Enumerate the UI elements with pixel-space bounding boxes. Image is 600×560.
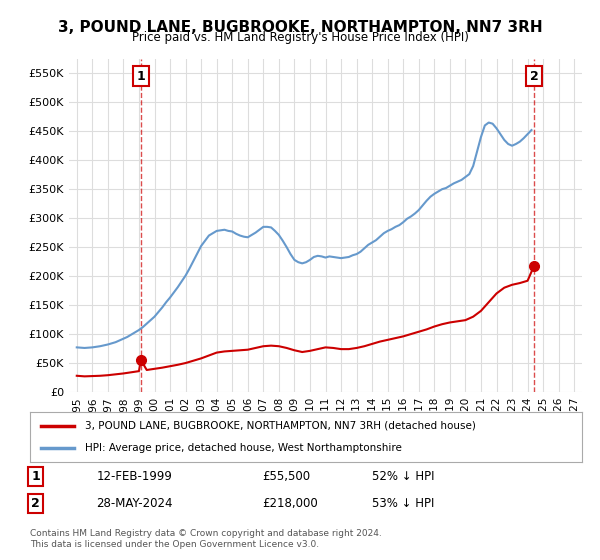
Text: Price paid vs. HM Land Registry's House Price Index (HPI): Price paid vs. HM Land Registry's House … bbox=[131, 31, 469, 44]
Text: 53% ↓ HPI: 53% ↓ HPI bbox=[372, 497, 434, 510]
Text: HPI: Average price, detached house, West Northamptonshire: HPI: Average price, detached house, West… bbox=[85, 443, 402, 453]
Text: £55,500: £55,500 bbox=[262, 470, 310, 483]
Text: Contains HM Land Registry data © Crown copyright and database right 2024.
This d: Contains HM Land Registry data © Crown c… bbox=[30, 529, 382, 549]
Text: 28-MAY-2024: 28-MAY-2024 bbox=[96, 497, 173, 510]
Text: 3, POUND LANE, BUGBROOKE, NORTHAMPTON, NN7 3RH (detached house): 3, POUND LANE, BUGBROOKE, NORTHAMPTON, N… bbox=[85, 421, 476, 431]
Text: 1: 1 bbox=[136, 69, 145, 83]
Text: £218,000: £218,000 bbox=[262, 497, 317, 510]
Text: 1: 1 bbox=[31, 470, 40, 483]
Text: 3, POUND LANE, BUGBROOKE, NORTHAMPTON, NN7 3RH: 3, POUND LANE, BUGBROOKE, NORTHAMPTON, N… bbox=[58, 20, 542, 35]
Text: 12-FEB-1999: 12-FEB-1999 bbox=[96, 470, 172, 483]
Text: 52% ↓ HPI: 52% ↓ HPI bbox=[372, 470, 435, 483]
Text: 2: 2 bbox=[530, 69, 538, 83]
Text: 2: 2 bbox=[31, 497, 40, 510]
